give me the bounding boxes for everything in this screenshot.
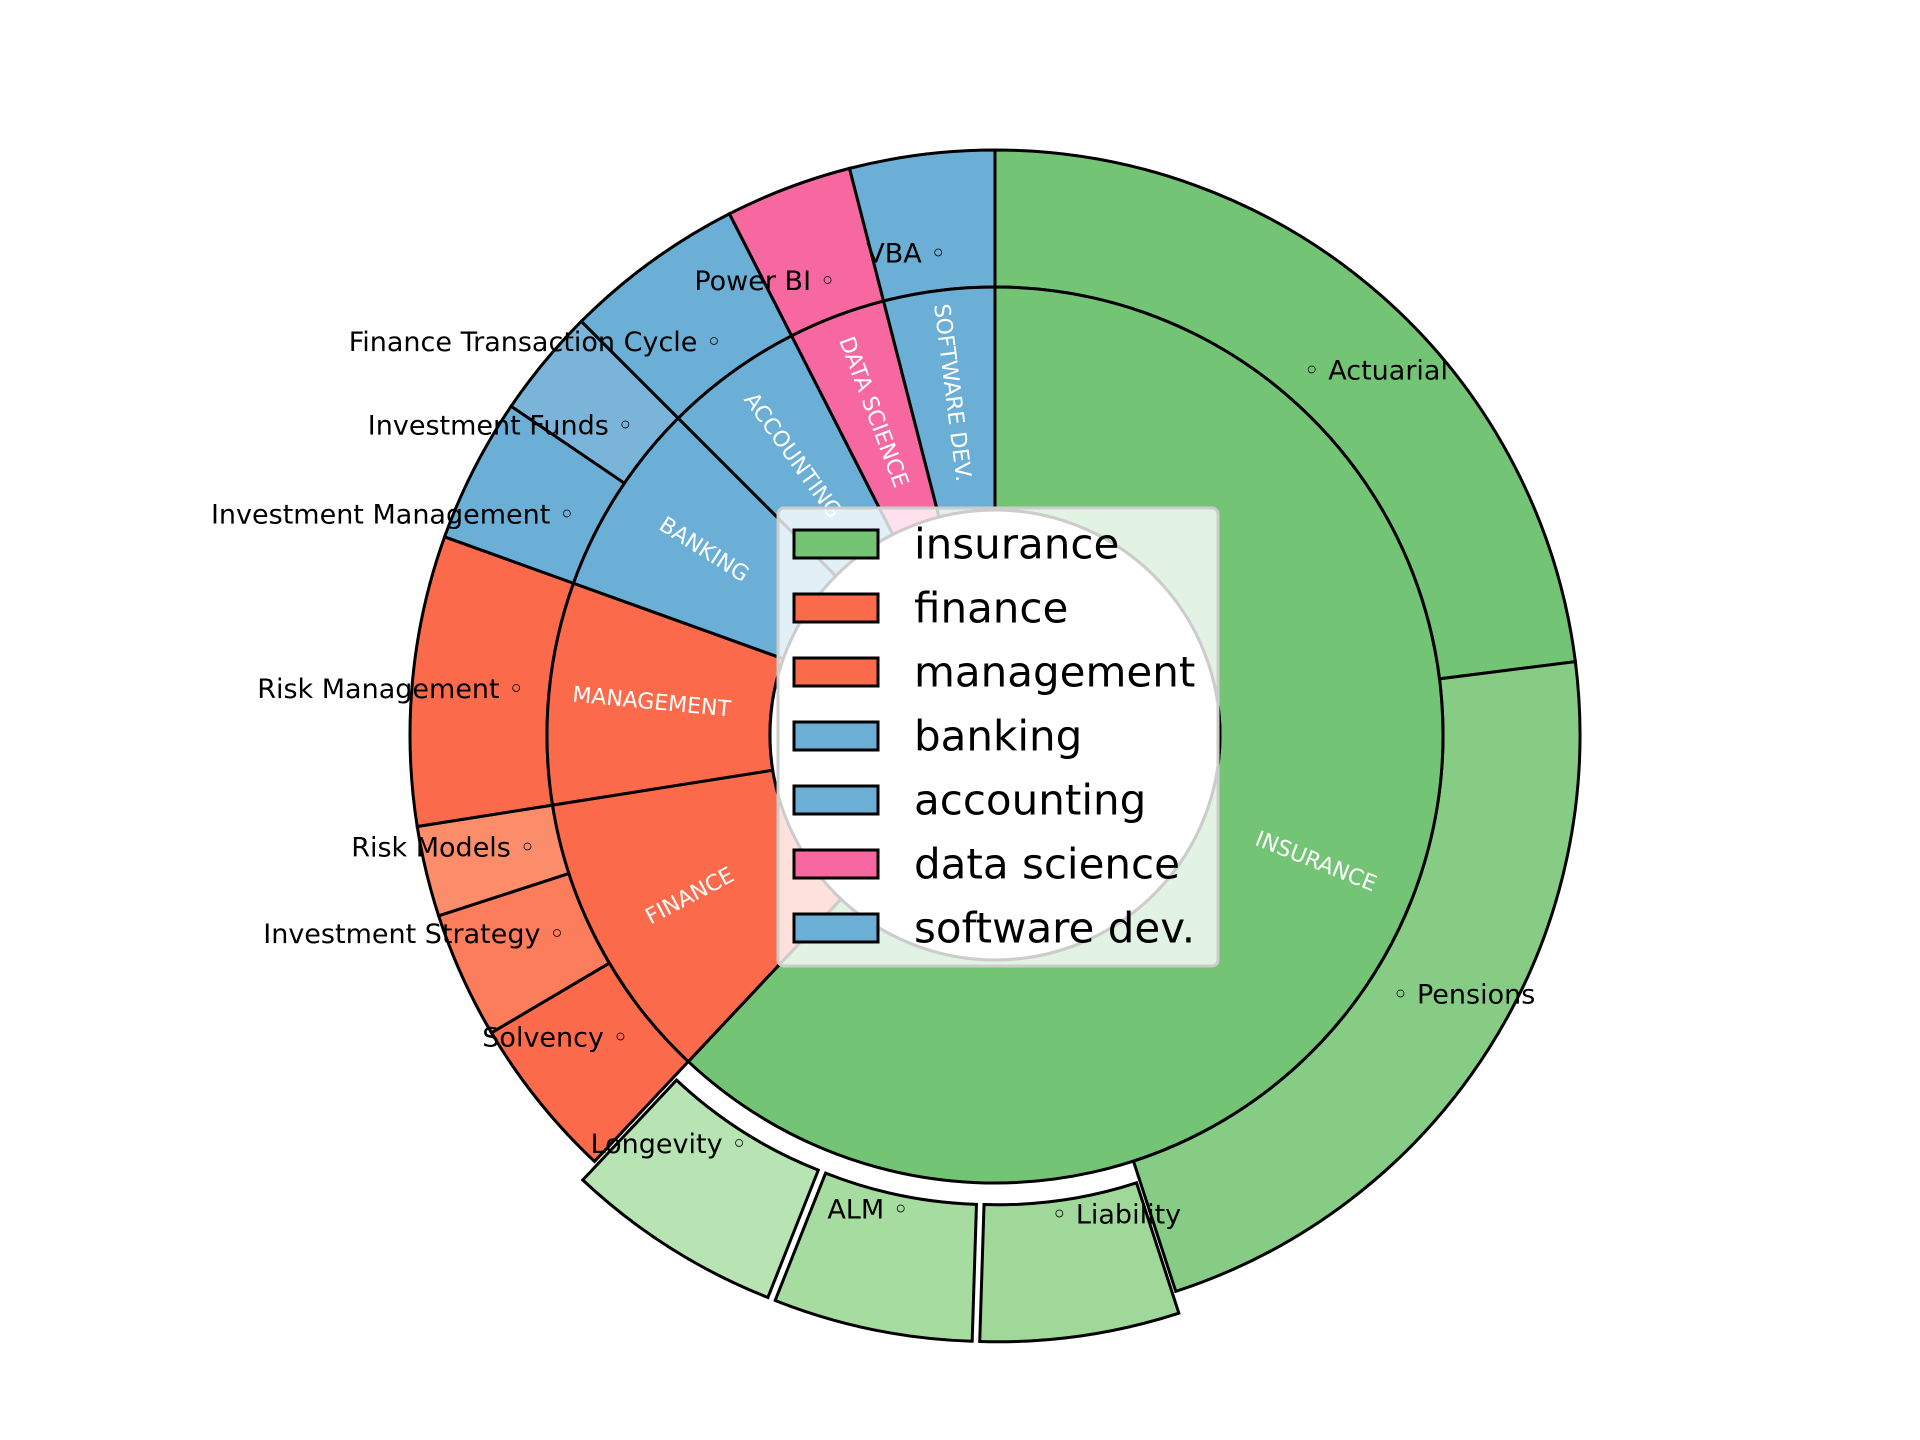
outer-slice-alm bbox=[773, 1171, 979, 1343]
outer-label-risk-management: Risk Management ◦ bbox=[257, 674, 524, 705]
legend-label-banking: banking bbox=[914, 712, 1082, 761]
legend-frame bbox=[776, 506, 1220, 968]
outer-slice-longevity bbox=[580, 1078, 821, 1300]
legend-swatch-accounting bbox=[792, 784, 880, 816]
legend-swatch-management bbox=[792, 656, 880, 688]
legend-swatch-banking bbox=[792, 720, 880, 752]
legend-label-finance: finance bbox=[914, 584, 1068, 633]
legend-swatch-software-dev bbox=[792, 912, 880, 944]
legend-swatch-data-science bbox=[792, 848, 880, 880]
outer-ring bbox=[408, 148, 1582, 1344]
legend-swatch-finance bbox=[792, 592, 880, 624]
legend: insurance finance management banking account… bbox=[776, 506, 1220, 968]
legend-label-insurance: insurance bbox=[914, 520, 1119, 569]
legend-label-management: management bbox=[914, 648, 1195, 697]
outer-labels: ◦ Actuarial ◦ Pensions ◦ Liability ALM ◦ Lon… bbox=[211, 238, 1535, 1230]
legend-label-data-science: data science bbox=[914, 840, 1180, 889]
outer-slice-liability bbox=[978, 1180, 1181, 1344]
legend-swatch-insurance bbox=[792, 528, 880, 560]
outer-label-pensions: ◦ Pensions bbox=[1392, 979, 1535, 1010]
legend-label-software-dev: software dev. bbox=[914, 904, 1195, 953]
legend-label-accounting: accounting bbox=[914, 776, 1146, 825]
outer-label-investment-funds: Investment Funds ◦ bbox=[368, 410, 634, 441]
outer-label-risk-models: Risk Models ◦ bbox=[351, 833, 535, 864]
outer-label-power-bi: Power BI ◦ bbox=[694, 266, 835, 297]
outer-label-vba: VBA ◦ bbox=[866, 238, 946, 269]
outer-label-alm: ALM ◦ bbox=[827, 1194, 908, 1225]
outer-label-investment-management: Investment Management ◦ bbox=[211, 499, 575, 530]
outer-label-longevity: Longevity ◦ bbox=[591, 1129, 748, 1160]
outer-label-actuarial: ◦ Actuarial bbox=[1304, 356, 1448, 387]
outer-label-solvency: Solvency ◦ bbox=[482, 1023, 628, 1054]
outer-label-finance-transaction-cycle: Finance Transaction Cycle ◦ bbox=[349, 327, 722, 358]
outer-label-investment-strategy: Investment Strategy ◦ bbox=[263, 919, 565, 950]
outer-label-liability: ◦ Liability bbox=[1051, 1200, 1181, 1231]
